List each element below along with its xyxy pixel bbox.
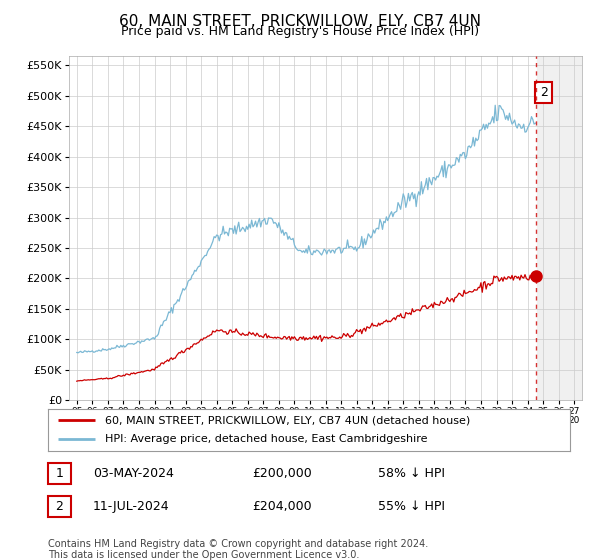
Text: £200,000: £200,000 [252,466,312,480]
Text: 2: 2 [540,86,548,99]
Bar [536,56,590,400]
Bar [536,56,590,400]
Text: 2: 2 [55,500,64,514]
Text: Price paid vs. HM Land Registry's House Price Index (HPI): Price paid vs. HM Land Registry's House … [121,25,479,38]
Text: Contains HM Land Registry data © Crown copyright and database right 2024.
This d: Contains HM Land Registry data © Crown c… [48,539,428,560]
Text: 1: 1 [55,466,64,480]
Text: £204,000: £204,000 [252,500,311,514]
Text: HPI: Average price, detached house, East Cambridgeshire: HPI: Average price, detached house, East… [106,435,428,445]
Text: 11-JUL-2024: 11-JUL-2024 [93,500,170,514]
Text: 03-MAY-2024: 03-MAY-2024 [93,466,174,480]
Text: 55% ↓ HPI: 55% ↓ HPI [378,500,445,514]
Text: 58% ↓ HPI: 58% ↓ HPI [378,466,445,480]
Text: 60, MAIN STREET, PRICKWILLOW, ELY, CB7 4UN (detached house): 60, MAIN STREET, PRICKWILLOW, ELY, CB7 4… [106,415,470,425]
Text: 60, MAIN STREET, PRICKWILLOW, ELY, CB7 4UN: 60, MAIN STREET, PRICKWILLOW, ELY, CB7 4… [119,14,481,29]
